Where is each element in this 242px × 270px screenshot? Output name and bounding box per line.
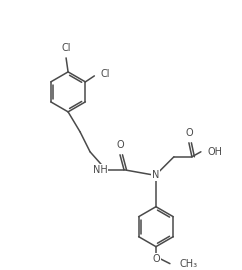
Text: Cl: Cl [100, 69, 110, 79]
Text: CH₃: CH₃ [180, 259, 198, 269]
Text: NH: NH [93, 165, 107, 175]
Text: O: O [185, 128, 193, 138]
Text: OH: OH [208, 147, 223, 157]
Text: N: N [152, 170, 160, 180]
Text: O: O [116, 140, 124, 150]
Text: Cl: Cl [61, 43, 71, 53]
Text: O: O [152, 254, 160, 264]
